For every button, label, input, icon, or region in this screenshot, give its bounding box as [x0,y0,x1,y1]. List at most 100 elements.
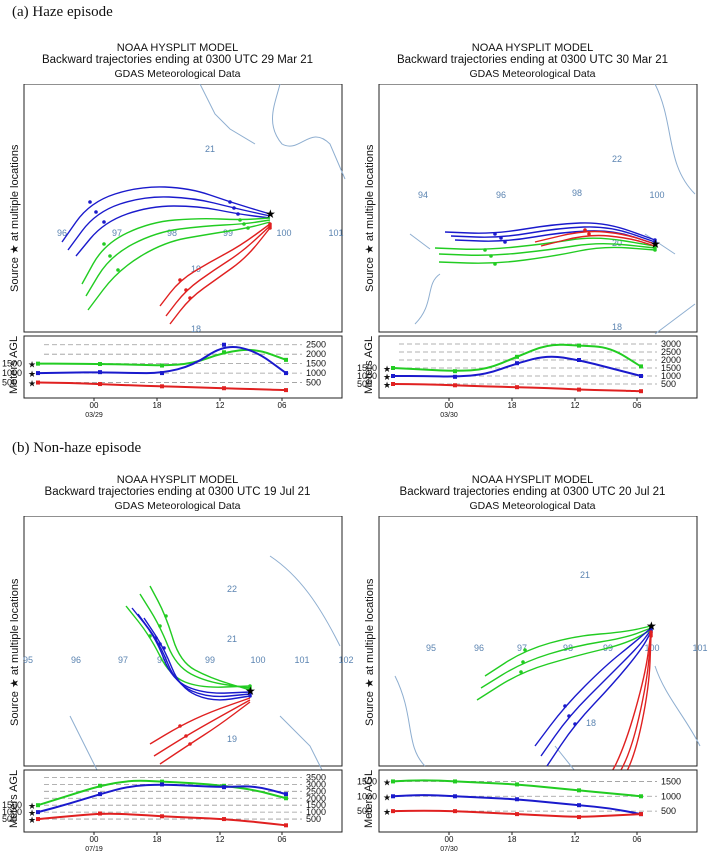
time-tick-label: 06 [633,835,642,844]
green-trajectory [480,627,652,689]
height-tick-label: 1500 [306,800,326,810]
grid-label: 99 [223,228,233,238]
red-trajectory-marker [188,296,192,300]
green-trajectory-marker [246,226,250,230]
grid-label: 19 [227,734,237,744]
green-height-marker [391,366,395,370]
blue-height-marker [284,371,288,376]
grid-label: 21 [227,634,237,644]
blue-trajectory [75,205,271,257]
start-height-label: 1500 [2,800,22,810]
grid-label: 101 [328,228,343,238]
green-trajectory-marker [523,648,527,652]
time-tick-label: 00 [90,401,99,410]
map-y-label: Source ★ at multiple locations [364,144,376,292]
grid-label: 100 [276,228,291,238]
start-star-icon: ★ [383,380,391,390]
time-tick-label: 12 [216,835,225,844]
red-height-marker [98,382,102,387]
start-star-icon: ★ [28,369,36,379]
start-height-label: 500 [2,378,17,388]
map-y-label: Source ★ at multiple locations [9,578,21,726]
time-tick-label: 06 [278,835,287,844]
red-height-marker [160,384,164,389]
model-title: NOAA HYSPLIT MODEL [116,42,239,54]
start-height-label: 1500 [357,363,377,373]
green-height-marker [160,779,164,784]
green-height-marker [515,782,519,787]
blue-trajectory-marker [573,722,577,726]
source-star-icon: ★ [650,237,661,251]
grid-label: 96 [57,228,67,238]
map-frame [23,84,343,333]
blue-trajectory-marker [567,714,571,718]
grid-label: 94 [418,190,428,200]
green-trajectory [139,593,251,689]
green-trajectory-marker [102,242,106,246]
green-trajectory-marker [238,218,242,222]
red-height-marker [222,386,226,391]
blue-trajectory [143,617,251,701]
grid-label: 97 [517,643,527,653]
chart-subtitle: GDAS Meteorological Data [114,500,241,512]
green-trajectory-marker [242,222,246,226]
red-height-marker [453,809,457,814]
blue-height-marker [453,794,457,799]
green-height-marker [515,354,519,359]
green-height-marker [453,369,457,374]
start-star-icon: ★ [383,372,391,382]
country-border [199,84,346,180]
green-height-marker [284,796,288,801]
blue-height-marker [391,374,395,378]
grid-label: 18 [191,324,201,334]
blue-height-marker [453,374,457,379]
blue-height-marker [222,342,226,347]
chart-title: Backward trajectories ending at 0300 UTC… [41,54,314,66]
grid-label: 21 [580,570,590,580]
blue-height-marker [98,792,102,797]
grid-label: 102 [338,655,353,665]
date-label: 03/29 [85,412,103,419]
grid-label: 97 [112,228,122,238]
green-trajectory-marker [158,624,162,628]
blue-trajectory-marker [236,212,240,216]
green-height-marker [577,788,581,793]
trajectory-plot: 2195969798991001011817★150010005001500★1… [357,516,708,852]
green-trajectory [85,219,271,297]
grid-label: 101 [692,643,707,653]
map-y-label: Source ★ at multiple locations [364,578,376,726]
grid-label: 96 [71,655,81,665]
green-trajectory-marker [493,262,497,266]
blue-height-marker [515,361,519,366]
source-star-icon: ★ [646,619,657,633]
red-trajectory-marker [178,724,182,728]
red-height-marker [639,812,643,817]
blue-trajectory [546,631,652,767]
model-title: NOAA HYSPLIT MODEL [471,474,594,486]
green-trajectory-marker [519,670,523,674]
height-tick-label: 500 [661,806,676,816]
grid-label: 95 [426,643,436,653]
start-star-icon: ★ [28,801,36,811]
red-trajectory-marker [583,228,587,232]
grid-label: 100 [644,643,659,653]
time-tick-label: 00 [445,835,454,844]
grid-label: 95 [23,655,33,665]
start-star-icon: ★ [28,815,36,825]
grid-label: 98 [167,228,177,238]
red-trajectory-marker [184,288,188,292]
height-tick-label: 2000 [306,793,326,803]
start-height-label: 500 [357,806,372,816]
grid-label: 97 [118,655,128,665]
trajectory-plot: 229596979899100101102211918★350030002500… [2,516,354,852]
country-border [409,84,696,335]
chart-title: Backward trajectories ending at 0300 UTC… [399,486,666,498]
blue-trajectory-marker [563,704,567,708]
red-height-marker [577,387,581,392]
blue-trajectory-marker [94,210,98,214]
start-star-icon: ★ [383,807,391,817]
model-title: NOAA HYSPLIT MODEL [471,42,594,54]
start-height-label: 500 [357,379,372,389]
green-trajectory [434,237,656,250]
grid-label: 22 [227,584,237,594]
